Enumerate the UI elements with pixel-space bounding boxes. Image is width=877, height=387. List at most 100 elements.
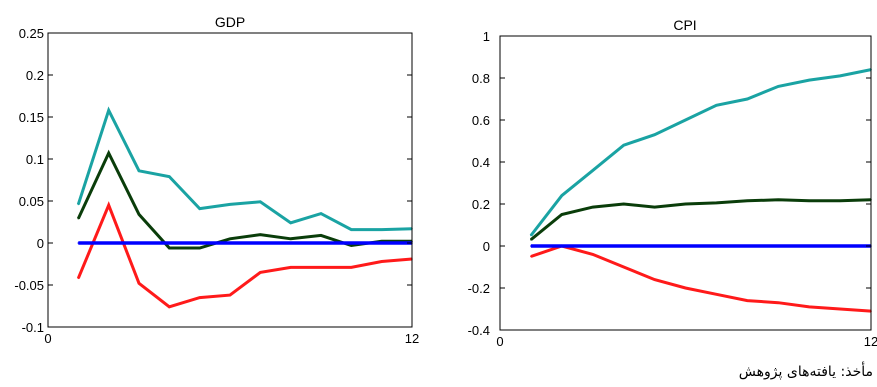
cpi-upper-band-point: [808, 79, 810, 81]
gdp-lower-band-point: [138, 282, 140, 285]
gdp-y-tick-label: 0.05: [19, 194, 44, 209]
cpi-zero-line-point: [622, 245, 625, 247]
cpi-response-point: [777, 199, 780, 201]
gdp-upper-band-point: [77, 203, 80, 206]
cpi-response-point: [622, 203, 625, 205]
cpi-response-point: [561, 213, 563, 216]
cpi-upper-band-point: [746, 98, 749, 100]
cpi-lower-band-point: [684, 287, 687, 289]
gdp-lower-band-point: [168, 306, 171, 308]
cpi-lower-band-point: [530, 255, 532, 258]
gdp-zero-line-point: [168, 242, 171, 244]
cpi-x-tick-label: 0: [496, 334, 503, 349]
cpi-lower-band-point: [622, 266, 625, 268]
gdp-upper-band-point: [107, 109, 110, 112]
cpi-chart: CPI 1 0.8 0.6 0.4 0.2 0 -0.2 -0.4 0 12: [468, 17, 877, 349]
cpi-y-tick-label: -0.2: [468, 281, 490, 296]
gdp-lower-band-point: [289, 266, 292, 269]
cpi-y-tick-label: 0: [483, 239, 490, 254]
cpi-response-line: [529, 198, 872, 241]
gdp-lower-band-point: [229, 294, 231, 296]
gdp-zero-line-point: [320, 242, 322, 244]
cpi-lower-band-point: [808, 306, 810, 308]
cpi-upper-band-point: [622, 144, 625, 146]
cpi-y-tick-label: 1: [483, 29, 490, 44]
gdp-response-point: [350, 244, 353, 247]
cpi-lower-band-point: [746, 299, 749, 302]
cpi-y-tick-label: 0.8: [472, 71, 490, 86]
cpi-zero-line-point: [530, 245, 532, 247]
gdp-response-point: [107, 152, 110, 154]
gdp-y-tick-label: -0.05: [14, 278, 44, 293]
gdp-chart-title: GDP: [215, 14, 245, 30]
gdp-response-point: [77, 217, 80, 220]
gdp-upper-band-point: [138, 170, 140, 172]
gdp-response-point: [138, 213, 140, 216]
gdp-response-point: [168, 247, 171, 249]
cpi-upper-band-point: [561, 194, 563, 197]
cpi-zero-line-point: [746, 245, 749, 247]
gdp-upper-band-point: [289, 222, 292, 224]
source-note: مأخذ: یافته‌های پژوهش: [738, 364, 873, 380]
gdp-zero-line-point: [350, 242, 353, 244]
gdp-upper-band-point: [350, 228, 353, 231]
cpi-response-point: [592, 206, 594, 208]
cpi-response-point: [715, 202, 718, 204]
gdp-upper-band-point: [198, 207, 201, 210]
gdp-response-point: [229, 238, 231, 240]
cpi-plot-frame: [499, 35, 872, 331]
gdp-lower-band-point: [380, 260, 383, 263]
gdp-upper-band-point: [259, 201, 262, 203]
cpi-upper-band-point: [777, 85, 780, 88]
gdp-upper-band-point: [320, 212, 322, 215]
gdp-response-point: [289, 238, 292, 240]
gdp-lower-band-point: [107, 204, 110, 206]
cpi-upper-band-line: [529, 68, 872, 237]
gdp-y-tick-label: 0.1: [26, 152, 44, 167]
gdp-x-tick-label: 12: [405, 331, 419, 346]
cpi-response-point: [808, 200, 810, 202]
gdp-response-point: [259, 233, 262, 236]
gdp-zero-line-point: [77, 242, 80, 244]
gdp-upper-band-point: [168, 175, 171, 178]
gdp-response-point: [320, 234, 322, 237]
cpi-zero-line-point: [592, 245, 594, 247]
gdp-lower-band-point: [77, 277, 80, 280]
gdp-upper-band-point: [229, 203, 231, 206]
gdp-y-tick-label: 0: [37, 236, 44, 251]
gdp-zero-line-point: [380, 242, 383, 244]
cpi-lower-band-point: [777, 301, 780, 304]
cpi-upper-band-point: [715, 104, 718, 107]
cpi-lower-band-point: [715, 293, 718, 296]
gdp-lower-band-point: [259, 271, 262, 274]
gdp-y-tick-label: 0.15: [19, 110, 44, 125]
cpi-zero-line-point: [808, 245, 810, 247]
cpi-lower-band-line: [530, 244, 872, 313]
gdp-zero-line-point: [259, 242, 262, 244]
cpi-response-point: [746, 200, 749, 202]
gdp-lower-band-point: [320, 266, 322, 269]
gdp-zero-line-point: [198, 242, 201, 244]
gdp-plot-frame: [47, 32, 413, 328]
cpi-zero-line-point: [653, 245, 656, 247]
cpi-response-point: [653, 206, 656, 208]
cpi-response-point: [530, 238, 532, 241]
cpi-y-tick-label: 0.6: [472, 113, 490, 128]
gdp-upper-band-point: [380, 228, 383, 231]
cpi-lower-band-point: [653, 278, 656, 281]
cpi-chart-title: CPI: [673, 17, 696, 33]
cpi-upper-band-point: [592, 169, 594, 172]
gdp-y-tick-label: -0.1: [22, 320, 44, 335]
cpi-lower-band-point: [592, 253, 594, 256]
cpi-y-tick-label: 0.2: [472, 197, 490, 212]
gdp-lower-band-point: [198, 296, 201, 299]
cpi-upper-band-point: [530, 234, 532, 237]
cpi-y-tick-label: -0.4: [468, 323, 490, 338]
cpi-x-tick-label: 12: [864, 334, 877, 349]
cpi-zero-line-point: [561, 245, 563, 247]
gdp-lower-band-line: [76, 201, 413, 309]
gdp-y-tick-label: 0.25: [19, 26, 44, 41]
cpi-zero-line-point: [715, 245, 718, 247]
